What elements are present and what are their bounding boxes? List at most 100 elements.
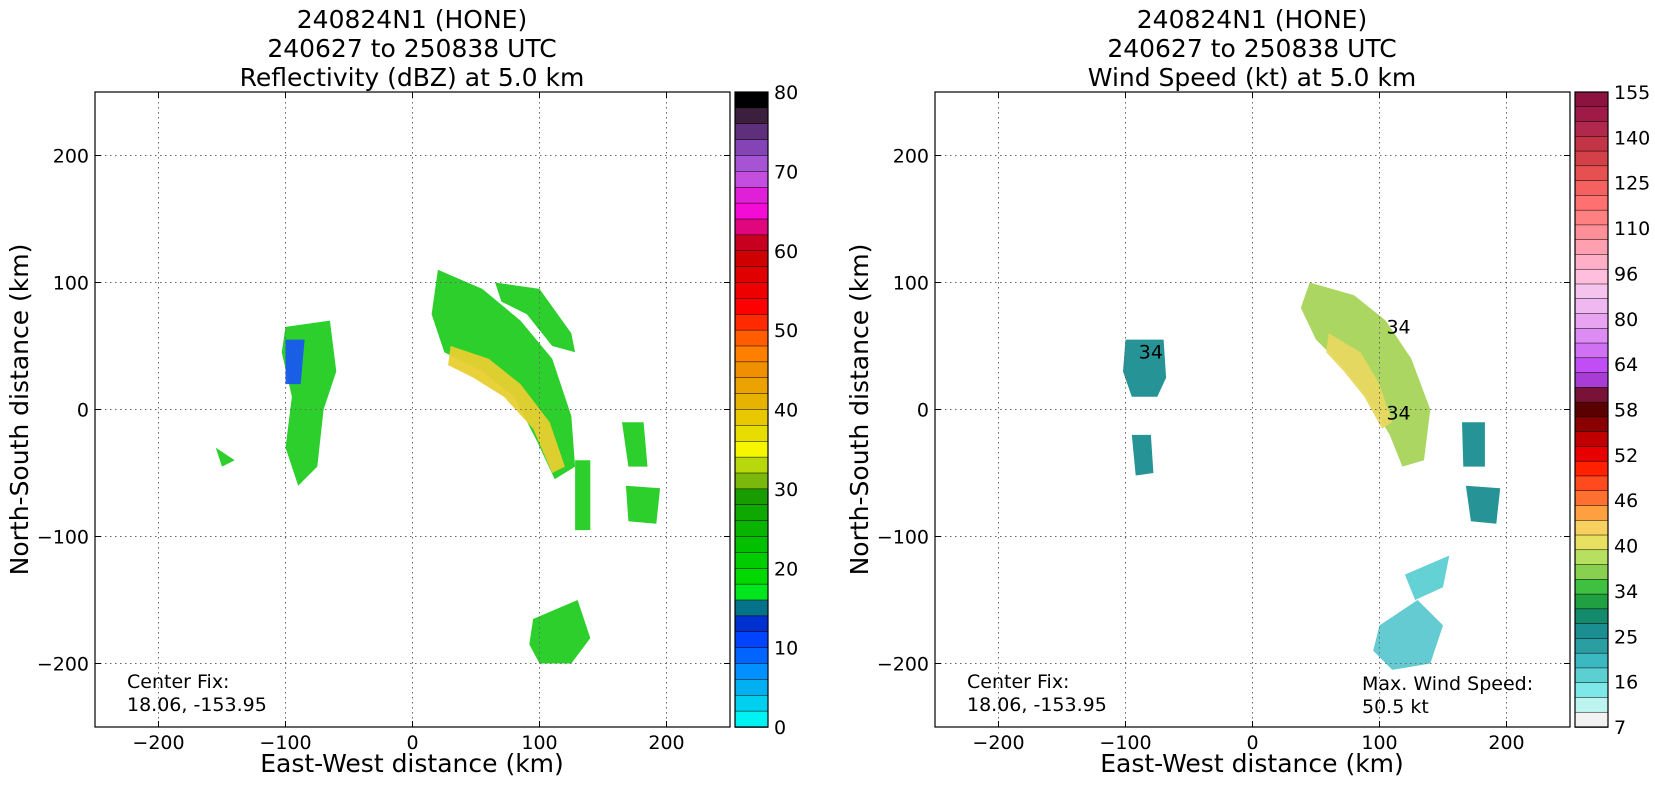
colorbar-cell-42: [1574, 697, 1609, 713]
x-tick-label-4: 100: [521, 732, 557, 754]
y-tick-label-4: −100: [877, 527, 929, 549]
y-tick-label-5: −200: [877, 654, 929, 676]
y-tick-label-5: −200: [37, 654, 89, 676]
colorbar-label-9: 52: [1614, 445, 1638, 467]
colorbar-cell-10: [734, 234, 769, 252]
center-fix-line-2: 18.06, -153.95: [127, 694, 267, 716]
colorbar-cell-11: [734, 250, 769, 268]
data-region-5: [215, 447, 235, 467]
colorbar: 155 140 125 110 96 80 64 58 52 46 40 34 25 16 7: [1574, 82, 1650, 739]
colorbar-cell-4: [734, 139, 769, 157]
x-tick-label-1: −200: [972, 732, 1024, 754]
colorbar-cell-17: [734, 345, 769, 363]
colorbar-cell-24: [734, 456, 769, 474]
colorbar-label-3: 60: [774, 241, 798, 263]
colorbar-label-3: 125: [1614, 173, 1650, 195]
colorbar-cell-19: [1574, 357, 1609, 374]
colorbar-cell-35: [734, 631, 769, 649]
chart-title-line-3: Reflectivity (dBZ) at 5.0 km: [240, 63, 585, 92]
colorbar-cell-38: [1574, 638, 1609, 654]
contour-label-1: 34: [1139, 342, 1163, 364]
colorbar-label-14: 16: [1614, 672, 1638, 694]
chart-title-line-2: 240627 to 250838 UTC: [1107, 34, 1396, 63]
chart-panel-1: 240824N1 (HONE)240627 to 250838 UTCRefle…: [5, 5, 798, 778]
colorbar-cell-7: [734, 187, 769, 204]
colorbar-cell-24: [1574, 431, 1609, 448]
colorbar-cell-30: [734, 552, 769, 569]
y-tick-label-4: −100: [37, 527, 89, 549]
colorbar-cell-33: [1574, 564, 1609, 581]
chart-panel-2: 240824N1 (HONE)240627 to 250838 UTCWind …: [845, 5, 1650, 778]
data-region-7: [1373, 600, 1443, 670]
colorbar-cell-34: [734, 615, 769, 633]
colorbar-cell-31: [734, 568, 769, 585]
colorbar-cell-21: [1574, 387, 1609, 403]
max-wind-line-2: 50.5 kt: [1362, 696, 1429, 718]
colorbar-cell-29: [1574, 505, 1609, 522]
data-region-7: [622, 422, 648, 467]
colorbar-label-4: 110: [1614, 218, 1650, 240]
colorbar-label-1: 155: [1614, 82, 1650, 104]
y-tick-label-3: 0: [77, 400, 89, 422]
data-region-3: [495, 282, 576, 353]
colorbar-cell-22: [734, 425, 769, 442]
colorbar-cell-25: [734, 472, 769, 490]
colorbar-cell-2: [1574, 106, 1609, 123]
colorbar-cell-34: [1574, 579, 1609, 595]
colorbar-cell-11: [1574, 239, 1609, 256]
colorbar-label-6: 80: [1614, 309, 1638, 331]
colorbar-cell-36: [1574, 608, 1609, 625]
colorbar-cell-1: [1574, 91, 1609, 108]
colorbar-label-8: 58: [1614, 400, 1638, 422]
colorbar-cell-9: [1574, 209, 1609, 226]
colorbar-cell-21: [734, 409, 769, 427]
y-tick-label-2: 100: [893, 273, 929, 295]
data-region-8: [1404, 555, 1450, 600]
data-region-6: [1465, 485, 1501, 524]
colorbar-cell-4: [1574, 136, 1609, 152]
colorbar-cell-2: [734, 107, 769, 125]
chart-title-line-2: 240627 to 250838 UTC: [267, 34, 556, 63]
colorbar-cell-40: [734, 710, 769, 728]
y-tick-label-2: 100: [53, 273, 89, 295]
x-tick-label-4: 100: [1361, 732, 1397, 754]
colorbar-cell-12: [734, 266, 769, 284]
colorbar-label-15: 7: [1614, 717, 1626, 739]
colorbar-label-13: 25: [1614, 626, 1638, 648]
data-region-9: [575, 460, 591, 531]
colorbar-frame: [1574, 91, 1609, 728]
x-tick-label-5: 200: [1488, 732, 1524, 754]
colorbar-cell-23: [1574, 416, 1609, 433]
colorbar-cell-20: [1574, 372, 1609, 389]
colorbar-label-6: 30: [774, 479, 798, 501]
x-axis-label: East-West distance (km): [260, 749, 564, 778]
max-wind-line-1: Max. Wind Speed:: [1362, 673, 1533, 695]
colorbar-cell-13: [1574, 268, 1609, 285]
colorbar-cell-5: [734, 155, 769, 173]
colorbar-cell-5: [1574, 150, 1609, 167]
colorbar-cell-43: [1574, 711, 1609, 728]
chart-title-line-1: 240824N1 (HONE): [297, 5, 527, 34]
chart-title-line-3: Wind Speed (kt) at 5.0 km: [1088, 63, 1416, 92]
y-axis-label: North-South distance (km): [5, 244, 34, 576]
colorbar-cell-39: [734, 695, 769, 712]
contour-label-2: 34: [1386, 316, 1410, 338]
x-tick-label-3: 0: [406, 732, 418, 754]
colorbar-cell-6: [734, 171, 769, 188]
colorbar-cell-25: [1574, 446, 1609, 462]
colorbar-cell-22: [1574, 401, 1609, 418]
colorbar-cell-15: [734, 314, 769, 331]
center-fix-line-2: 18.06, -153.95: [967, 694, 1107, 716]
colorbar-cell-3: [734, 123, 769, 141]
y-axis-label: North-South distance (km): [845, 244, 874, 576]
colorbar-cell-29: [734, 536, 769, 554]
data-region-8: [625, 485, 661, 524]
colorbar-label-5: 96: [1614, 263, 1638, 285]
colorbar-label-4: 50: [774, 320, 798, 342]
y-tick-label-3: 0: [917, 400, 929, 422]
colorbar-cell-16: [734, 329, 769, 347]
colorbar-cell-36: [734, 647, 769, 665]
colorbar-cell-16: [1574, 313, 1609, 330]
data-region-4: [1131, 434, 1154, 476]
